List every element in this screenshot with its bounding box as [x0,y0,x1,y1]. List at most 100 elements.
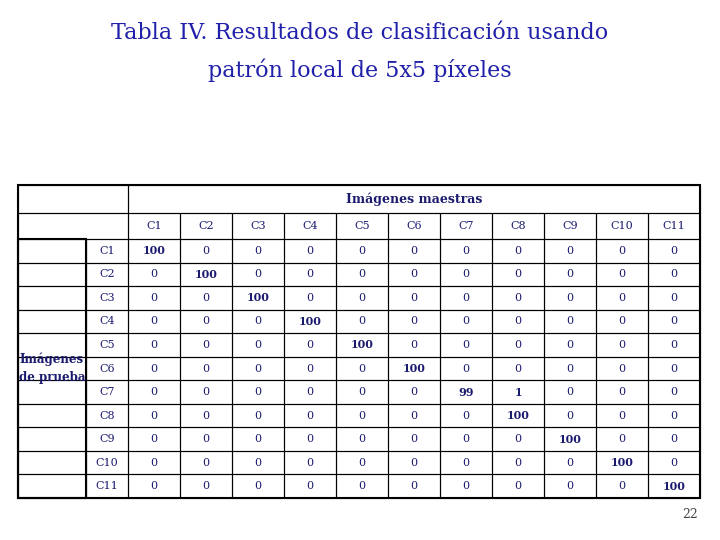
Bar [128,451,180,475]
Text: 0: 0 [307,246,314,256]
Text: 22: 22 [683,508,698,521]
Bar [86,404,128,427]
Bar [284,475,336,498]
Bar [492,451,544,475]
Bar [388,451,440,475]
Bar [388,213,440,239]
Bar [180,451,232,475]
Bar [180,333,232,357]
Text: 0: 0 [254,316,261,326]
Text: 0: 0 [462,293,469,303]
Bar [648,404,700,427]
Bar [336,380,388,404]
Bar [544,333,596,357]
Text: C8: C8 [510,221,526,231]
Text: 0: 0 [150,293,158,303]
Bar [544,475,596,498]
Text: C11: C11 [96,481,118,491]
Bar [86,475,128,498]
Text: 0: 0 [567,269,574,279]
Text: 0: 0 [254,269,261,279]
Text: 0: 0 [618,387,626,397]
Text: Imágenes maestras: Imágenes maestras [346,192,482,206]
Bar [86,451,128,475]
Text: 0: 0 [670,363,678,374]
Bar [648,286,700,309]
Text: 0: 0 [462,410,469,421]
Bar [336,213,388,239]
Bar [596,239,648,262]
Text: 0: 0 [150,387,158,397]
Text: 0: 0 [307,340,314,350]
Text: 0: 0 [254,340,261,350]
Bar [336,451,388,475]
Text: 0: 0 [410,316,418,326]
Bar [232,333,284,357]
Text: 0: 0 [514,269,521,279]
Bar [232,309,284,333]
Bar [648,239,700,262]
Bar [284,357,336,380]
Bar [648,309,700,333]
Text: 0: 0 [410,246,418,256]
Bar [596,427,648,451]
Text: 0: 0 [254,410,261,421]
Text: 0: 0 [514,293,521,303]
Bar [492,286,544,309]
Text: 0: 0 [359,269,366,279]
Text: 0: 0 [618,410,626,421]
Bar [18,380,86,404]
Bar [284,213,336,239]
Bar [232,475,284,498]
Text: 0: 0 [254,387,261,397]
Text: 0: 0 [359,458,366,468]
Bar [596,357,648,380]
Bar [86,286,128,309]
Text: 0: 0 [670,410,678,421]
Text: C2: C2 [198,221,214,231]
Text: 0: 0 [514,363,521,374]
Text: Tabla IV. Resultados de clasificación usando: Tabla IV. Resultados de clasificación us… [112,22,608,44]
Text: 0: 0 [410,293,418,303]
Bar [492,475,544,498]
Bar [440,309,492,333]
Bar [86,239,128,262]
Bar [180,380,232,404]
Bar [336,333,388,357]
Text: 0: 0 [567,293,574,303]
Text: 0: 0 [202,316,210,326]
Bar [648,213,700,239]
Bar [86,309,128,333]
Text: 0: 0 [618,434,626,444]
Bar [388,333,440,357]
Bar [544,451,596,475]
Text: 0: 0 [567,458,574,468]
Bar [648,451,700,475]
Bar [128,239,180,262]
Bar [648,357,700,380]
Text: 0: 0 [670,293,678,303]
Text: 0: 0 [618,269,626,279]
Bar [232,357,284,380]
Bar [388,475,440,498]
Text: 0: 0 [359,434,366,444]
Bar [128,262,180,286]
Bar [128,309,180,333]
Text: 0: 0 [254,481,261,491]
Bar [440,404,492,427]
Text: 0: 0 [254,458,261,468]
Bar [492,357,544,380]
Text: 0: 0 [410,434,418,444]
Bar [648,333,700,357]
Text: 0: 0 [202,387,210,397]
Text: 0: 0 [359,387,366,397]
Text: 100: 100 [402,363,426,374]
Bar [128,380,180,404]
Text: 0: 0 [462,481,469,491]
Bar [440,427,492,451]
Text: C7: C7 [99,387,114,397]
Bar [492,239,544,262]
Bar [388,380,440,404]
Text: C4: C4 [99,316,114,326]
Text: 0: 0 [462,316,469,326]
